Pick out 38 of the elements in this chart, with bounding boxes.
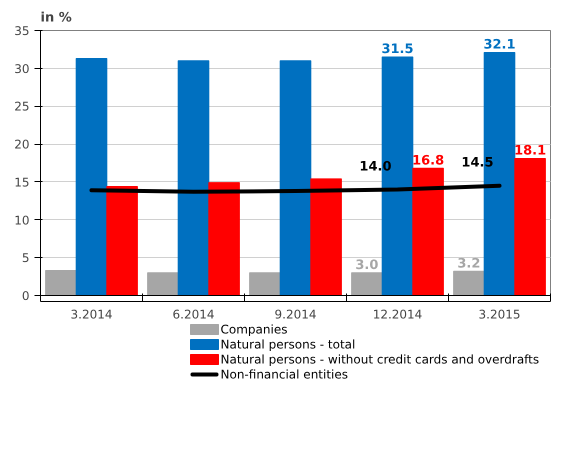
y-tick-label: 20 <box>14 138 30 152</box>
y-tick-label: 25 <box>14 100 30 114</box>
bar <box>45 270 77 296</box>
y-tick-label: 0 <box>22 289 30 303</box>
y-tick-label: 10 <box>14 213 30 228</box>
data-label: 31.5 <box>381 42 414 57</box>
legend-label: Companies <box>220 322 288 336</box>
y-tick-label: 30 <box>14 62 30 76</box>
x-tick-label: 12.2014 <box>372 308 422 322</box>
bar <box>514 158 546 296</box>
x-tick-label: 6.2014 <box>172 308 215 322</box>
x-tick-label: 3.2014 <box>70 308 113 322</box>
data-label: 16.8 <box>412 153 444 168</box>
data-label: 3.0 <box>355 258 378 273</box>
legend-label: Natural persons - without credit cards and overdrafts <box>220 352 540 366</box>
data-label: 18.1 <box>514 143 546 158</box>
bar <box>351 272 383 296</box>
bar <box>280 60 312 296</box>
bar <box>208 182 240 296</box>
bar <box>178 60 210 296</box>
bar <box>147 272 179 296</box>
y-tick-label: 15 <box>14 175 30 190</box>
bar <box>249 272 281 296</box>
legend-label: Natural persons - total <box>220 338 356 352</box>
x-tick-label: 3.2015 <box>478 308 521 322</box>
bar <box>106 186 138 296</box>
bar <box>76 58 108 296</box>
y-tick-label: 35 <box>14 24 30 38</box>
bar <box>453 270 485 296</box>
legend-label: Non-financial entities <box>220 368 348 382</box>
x-tick-label: 9.2014 <box>274 308 317 322</box>
bar <box>310 178 342 296</box>
line-series <box>90 184 502 194</box>
bar <box>412 168 444 296</box>
data-label: 3.2 <box>457 256 480 272</box>
chart-title: in % <box>40 10 72 26</box>
y-tick-label: 5 <box>22 251 30 266</box>
data-label: 32.1 <box>483 37 516 52</box>
